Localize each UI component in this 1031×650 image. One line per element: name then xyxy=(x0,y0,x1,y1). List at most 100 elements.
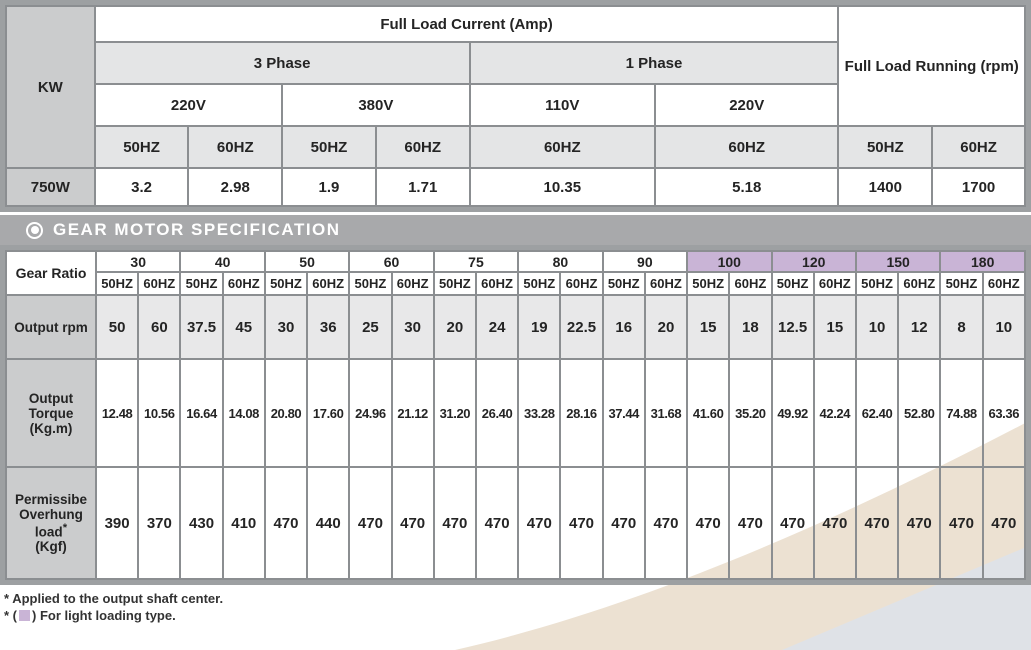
rpm-value: 25 xyxy=(348,294,393,360)
load-value: 470 xyxy=(643,466,689,580)
torque-value: 17.60 xyxy=(306,358,351,468)
rpm-value: 18 xyxy=(728,294,773,360)
beige-swoosh-shape xyxy=(455,420,1031,650)
hz-header: 60HZ xyxy=(559,271,604,296)
rpm-value: 22.5 xyxy=(559,294,604,360)
torque-value: 16.64 xyxy=(179,358,224,468)
hz-header: 60HZ xyxy=(643,271,689,296)
hz-header: 60HZ xyxy=(306,271,351,296)
rpm-value: 12 xyxy=(897,294,942,360)
torque-value: 63.36 xyxy=(981,358,1027,468)
hz-header: 60HZ xyxy=(187,125,284,169)
footnote-text: * ( xyxy=(4,608,17,623)
footnote-shaft-center: * Applied to the output shaft center. xyxy=(4,591,224,606)
rpm-value: 15 xyxy=(812,294,857,360)
footnotes: * Applied to the output shaft center. * … xyxy=(0,585,1031,624)
running-rpm-value: 1400 xyxy=(837,167,934,207)
hz-header: 60HZ xyxy=(390,271,435,296)
target-icon xyxy=(26,221,43,239)
gear-ratio-80: 80 xyxy=(517,250,604,273)
footnote-text: ) For light loading type. xyxy=(32,608,176,623)
torque-value: 74.88 xyxy=(939,358,984,468)
row-label-text: Output Torque xyxy=(28,390,74,421)
running-rpm-value: 1700 xyxy=(931,167,1026,207)
load-value: 470 xyxy=(601,466,646,580)
current-value: 1.9 xyxy=(281,167,377,207)
torque-value: 10.56 xyxy=(137,358,182,468)
hz-header: 50HZ xyxy=(939,271,984,296)
torque-value: 26.40 xyxy=(474,358,520,468)
torque-value: 62.40 xyxy=(854,358,900,468)
hz-header: 50HZ xyxy=(94,271,140,296)
gear-ratio-40: 40 xyxy=(179,250,266,273)
gear-ratio-100: 100 xyxy=(686,250,773,273)
torque-value: 20.80 xyxy=(263,358,309,468)
torque-value: 12.48 xyxy=(94,358,140,468)
kw-header: KW xyxy=(5,5,96,169)
section-banner: GEAR MOTOR SPECIFICATION xyxy=(0,215,1031,245)
gear-ratio-label: Gear Ratio xyxy=(5,250,97,296)
row-label-unit: (Kg.m) xyxy=(29,420,73,436)
torque-value: 31.68 xyxy=(643,358,689,468)
gear-ratio-header-row: Gear Ratio 30 40 50 60 75 80 90 100 120 150 180 xyxy=(5,250,1026,296)
gear-ratio-50: 50 xyxy=(263,250,351,273)
current-value: 2.98 xyxy=(187,167,284,207)
load-value: 390 xyxy=(94,466,140,580)
table-row: 750W 3.2 2.98 1.9 1.71 10.35 5.18 1400 1… xyxy=(5,167,1026,207)
hz-header: 60HZ xyxy=(221,271,266,296)
full-load-current-title: Full Load Current (Amp) xyxy=(93,5,840,43)
full-load-current-table-frame: KW Full Load Current (Amp) Full Load Run… xyxy=(0,0,1031,212)
load-value: 470 xyxy=(348,466,393,580)
rpm-value: 19 xyxy=(517,294,562,360)
torque-value: 41.60 xyxy=(686,358,731,468)
rpm-value: 37.5 xyxy=(179,294,224,360)
hz-header: 60HZ xyxy=(981,271,1027,296)
rpm-value: 36 xyxy=(306,294,351,360)
hz-header-row: 50HZ 60HZ 50HZ 60HZ 60HZ 60HZ 50HZ 60HZ xyxy=(6,125,1026,169)
hz-header: 60HZ xyxy=(812,271,857,296)
rpm-value: 60 xyxy=(137,294,182,360)
load-value: 470 xyxy=(897,466,942,580)
load-value: 470 xyxy=(263,466,309,580)
gear-table-frame: Gear Ratio 30 40 50 60 75 80 90 100 120 150 180 50… xyxy=(0,245,1031,585)
hz-header: 50HZ xyxy=(770,271,815,296)
load-value: 470 xyxy=(728,466,773,580)
torque-value: 31.20 xyxy=(432,358,477,468)
rpm-value: 15 xyxy=(686,294,731,360)
torque-value: 33.28 xyxy=(517,358,562,468)
hz-header: 50HZ xyxy=(263,271,309,296)
row-label-output-torque: Output Torque (Kg.m) xyxy=(5,358,97,468)
hz-header: 50HZ xyxy=(854,271,900,296)
row-label-text: Permissibe Overhung load xyxy=(14,491,88,540)
torque-value: 49.92 xyxy=(770,358,815,468)
voltage-110v-1phase: 110V xyxy=(468,83,657,127)
torque-value: 42.24 xyxy=(812,358,857,468)
current-value: 1.71 xyxy=(374,167,471,207)
voltage-380v-3phase: 380V xyxy=(281,83,471,127)
hz-header: 60HZ xyxy=(474,271,520,296)
hz-header: 60HZ xyxy=(897,271,942,296)
hz-header: 50HZ xyxy=(348,271,393,296)
gear-specification-table: Gear Ratio 30 40 50 60 75 80 90 100 120 150 180 50… xyxy=(5,250,1027,580)
hz-header: 50HZ xyxy=(93,125,190,169)
gear-ratio-150: 150 xyxy=(854,250,942,273)
hz-header: 60HZ xyxy=(653,125,840,169)
load-value: 470 xyxy=(854,466,900,580)
gear-row-load: Permissibe Overhung load* (Kgf) 390 370 430… xyxy=(5,466,1027,580)
torque-value: 35.20 xyxy=(728,358,773,468)
rpm-value: 30 xyxy=(390,294,435,360)
kw-value-750w: 750W xyxy=(5,167,96,207)
gear-ratio-120: 120 xyxy=(770,250,857,273)
footnote-marker: * xyxy=(62,521,68,534)
load-value: 470 xyxy=(770,466,815,580)
light-loading-swatch xyxy=(19,610,30,621)
hz-header: 50HZ xyxy=(601,271,646,296)
row-label-overhung-load: Permissibe Overhung load* (Kgf) xyxy=(5,466,97,580)
current-value: 5.18 xyxy=(653,167,840,207)
gear-ratio-180: 180 xyxy=(939,250,1026,273)
gear-row-rpm: Output rpm 50 60 37.5 45 30 36 25 30 20 24 19 22.5 1… xyxy=(5,294,1027,360)
row-label-unit: (Kgf) xyxy=(35,539,67,555)
hz-header: 60HZ xyxy=(468,125,657,169)
hz-header: 60HZ xyxy=(374,125,471,169)
